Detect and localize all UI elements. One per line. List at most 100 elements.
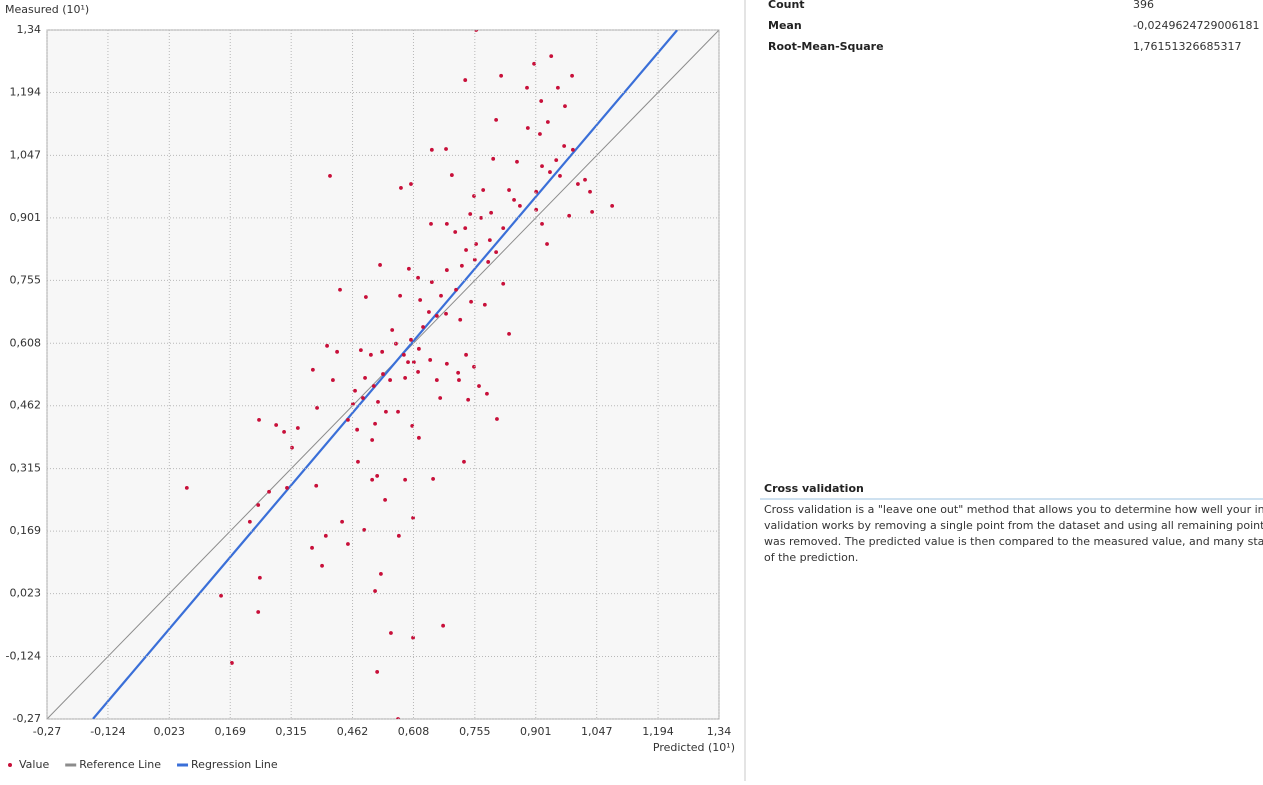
data-point [184,486,189,490]
data-point [363,295,368,299]
x-tick-label: 0,315 [275,725,307,738]
y-tick-label: 0,169 [10,524,42,537]
data-point [373,589,377,593]
data-point [390,328,395,332]
y-tick-label: 1,34 [17,23,42,36]
data-point [549,54,554,59]
data-point [501,281,506,286]
section-text: was removed. The predicted value is then… [764,535,1263,548]
data-point [384,409,388,414]
data-point [491,156,496,161]
data-point [489,210,494,215]
data-point [429,147,434,152]
data-point [548,170,552,174]
y-tick-label: 0,608 [10,336,42,349]
data-point [409,182,413,186]
data-point [310,367,315,372]
section-title: Cross validation [764,482,864,495]
data-point [463,78,468,82]
data-point [429,221,433,226]
data-point [358,348,363,353]
y-axis-title: Measured (10¹) [5,3,89,16]
data-point [378,263,382,267]
data-point [434,313,439,318]
data-point [427,310,431,314]
data-point [472,257,477,262]
data-point [325,343,329,348]
stat-value: 1,76151326685317 [1133,40,1241,53]
data-point [416,435,421,440]
data-point [486,260,491,264]
data-point [545,242,549,246]
data-point [410,423,415,428]
data-point [458,317,463,322]
stat-value: -0,0249624729006181 [1133,19,1259,32]
data-point [485,391,489,396]
data-point [449,173,454,177]
data-point [256,610,261,614]
data-point [256,503,261,507]
data-point [555,85,560,90]
data-point [411,635,415,640]
data-point [441,623,446,628]
x-tick-label: 0,755 [459,725,491,738]
data-point [375,474,380,478]
data-point [576,182,580,186]
data-point [315,405,319,410]
data-point [398,293,403,298]
data-point [540,164,544,168]
data-point [571,147,575,152]
data-point [230,661,234,665]
data-point [375,670,380,674]
data-point [481,188,486,192]
data-point [444,311,448,316]
data-point [247,519,252,524]
data-point [282,429,286,434]
data-point [534,189,539,194]
data-point [295,426,300,430]
data-point [479,215,483,220]
data-point [588,189,592,194]
data-point [459,263,464,268]
data-point [539,99,544,103]
y-tick-label: 0,755 [10,273,42,286]
stat-value: 396 [1133,0,1154,11]
data-point [421,325,425,329]
data-point [563,104,567,109]
data-point [376,399,380,404]
section-text: Cross validation is a "leave one out" me… [764,503,1263,516]
data-point [411,360,416,364]
data-point [610,203,615,208]
data-point [403,376,408,380]
data-point [373,421,377,426]
stat-label: Count [768,0,805,11]
data-point [507,331,511,336]
data-point [482,302,487,307]
series-line [92,30,679,719]
data-point [464,352,468,357]
data-point [439,293,443,298]
data-point [525,85,529,90]
data-point [346,417,350,422]
data-point [383,497,387,502]
data-point [403,477,408,482]
data-point [534,207,539,212]
data-point [290,445,294,450]
y-tick-label: -0,124 [6,650,41,663]
data-point [487,238,492,243]
data-point [494,250,499,255]
data-point [494,117,499,122]
data-point [351,402,355,406]
data-point [416,370,420,374]
data-point [472,194,476,198]
y-tick-label: 0,462 [10,399,42,412]
plot [47,30,719,719]
data-point [457,378,461,382]
data-point [444,147,448,151]
data-point [583,177,587,182]
data-point [310,545,314,550]
data-point [469,299,473,304]
data-point [363,376,367,380]
data-point [323,533,328,538]
